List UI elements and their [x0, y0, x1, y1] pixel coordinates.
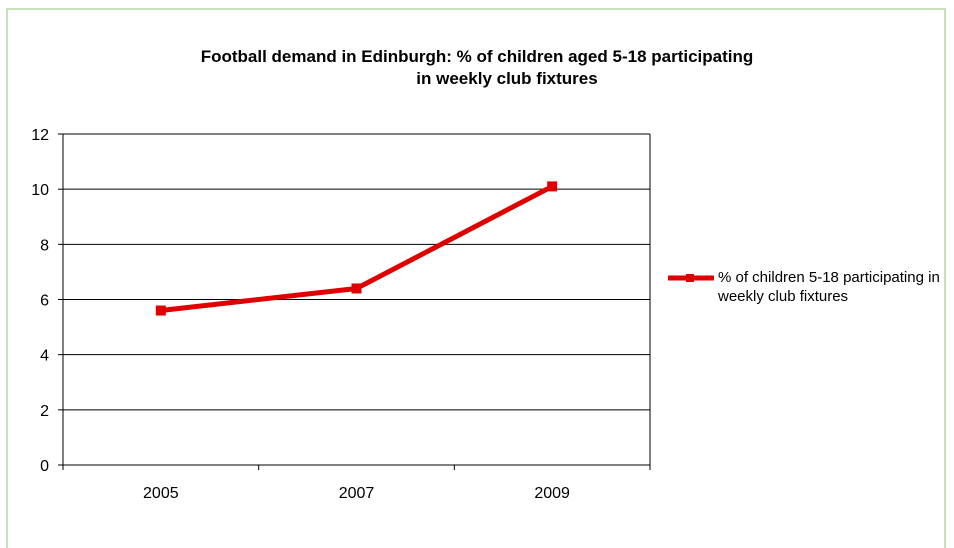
y-axis-ticks: 0 2 4 6 8 10 12	[31, 127, 63, 475]
chart-title: Football demand in Edinburgh: % of child…	[0, 46, 954, 90]
x-axis-ticks: 2005 2007 2009	[62, 465, 651, 502]
gridlines	[63, 133, 650, 411]
y-tick-label: 0	[40, 458, 49, 475]
data-point-marker	[351, 283, 362, 294]
legend-swatch-marker	[686, 274, 694, 282]
y-tick-label: 12	[31, 127, 49, 144]
chart-title-line-2: in weekly club fixtures	[416, 69, 598, 88]
chart-title-line-1: Football demand in Edinburgh: % of child…	[200, 47, 754, 66]
x-tick-label: 2005	[143, 485, 179, 502]
y-tick-label: 2	[40, 403, 49, 420]
x-tick-label: 2009	[534, 485, 570, 502]
legend	[668, 274, 714, 282]
y-tick-label: 8	[40, 237, 49, 254]
y-tick-label: 10	[31, 182, 49, 199]
y-tick-label: 6	[40, 293, 49, 310]
data-point-marker	[155, 305, 166, 316]
data-point-marker	[547, 181, 558, 192]
y-tick-label: 4	[40, 348, 49, 365]
series-layer	[155, 181, 558, 316]
chart-frame	[6, 8, 946, 548]
x-tick-label: 2007	[339, 485, 375, 502]
legend-label: % of children 5-18 participating in week…	[718, 269, 940, 305]
